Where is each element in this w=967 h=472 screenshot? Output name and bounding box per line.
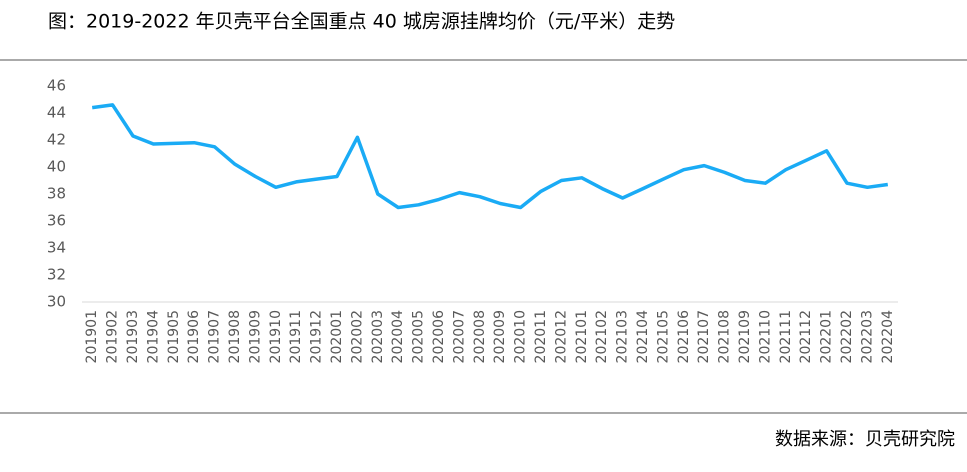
- x-tick-label: 201911: [288, 310, 304, 363]
- x-tick-label: 202010: [513, 310, 529, 363]
- x-tick-label: 201902: [105, 310, 121, 363]
- x-tick-label: 201910: [268, 310, 284, 363]
- x-tick-label: 201908: [227, 310, 243, 363]
- x-tick-label: 202012: [553, 310, 569, 363]
- x-tick-label: 201901: [84, 310, 100, 363]
- x-tick-label: 202103: [615, 310, 631, 363]
- line: [91, 103, 889, 210]
- y-tick-label: 32: [47, 266, 66, 284]
- x-tick-label: 202201: [819, 310, 835, 363]
- x-tick-label: 202004: [390, 310, 406, 364]
- x-tick-label: 202106: [676, 310, 692, 364]
- x-tick-label: 202110: [757, 310, 773, 363]
- x-tick-label: 201907: [207, 310, 223, 363]
- x-tick-label: 202011: [533, 310, 549, 363]
- x-tick-label: 201906: [186, 310, 202, 364]
- x-tick-label: 201912: [309, 310, 325, 363]
- chart-title: 图：2019-2022 年贝壳平台全国重点 40 城房源挂牌均价（元/平米）走势: [48, 11, 675, 33]
- x-tick-label: 202108: [717, 310, 733, 363]
- x-tick-label: 202107: [696, 310, 712, 363]
- x-tick-label: 202102: [594, 310, 610, 363]
- x-tick-label: 202001: [329, 310, 345, 363]
- x-tick-label: 202002: [349, 310, 365, 363]
- x-tick-label: 202109: [737, 310, 753, 363]
- x-tick-label: 202008: [472, 310, 488, 363]
- x-tick-label: 202111: [778, 310, 794, 363]
- x-tick-label: 201903: [125, 310, 141, 363]
- x-tick-label: 202009: [492, 310, 508, 363]
- y-tick-label: 46: [47, 77, 66, 95]
- x-tick-label: 202101: [574, 310, 590, 363]
- y-tick-label: 38: [47, 185, 66, 203]
- x-tick-label: 202202: [839, 310, 855, 363]
- y-tick-label: 44: [47, 104, 66, 122]
- x-tick-label: 202003: [370, 310, 386, 363]
- x-tick-label: 202112: [798, 310, 814, 363]
- y-tick-label: 34: [47, 239, 66, 257]
- source: 数据来源：贝壳研究院: [775, 429, 955, 450]
- x-tick-label: 202005: [411, 310, 427, 363]
- x-tick-label: 201909: [247, 310, 263, 363]
- x-tick-label: 201905: [166, 310, 182, 363]
- x-tick-label: 202104: [635, 310, 651, 364]
- x-tick-label: 202204: [880, 310, 896, 364]
- y-tick-label: 42: [47, 131, 66, 149]
- y-tick-label: 30: [47, 293, 66, 311]
- y-tick-label: 40: [47, 158, 66, 176]
- x-tick-label: 202007: [451, 310, 467, 363]
- x-tick-label: 202006: [431, 310, 447, 364]
- x-tick-label: 202203: [859, 310, 875, 363]
- x-tick-label: 202105: [655, 310, 671, 363]
- x-tick-label: 201904: [145, 310, 161, 364]
- y-tick-label: 36: [47, 212, 66, 230]
